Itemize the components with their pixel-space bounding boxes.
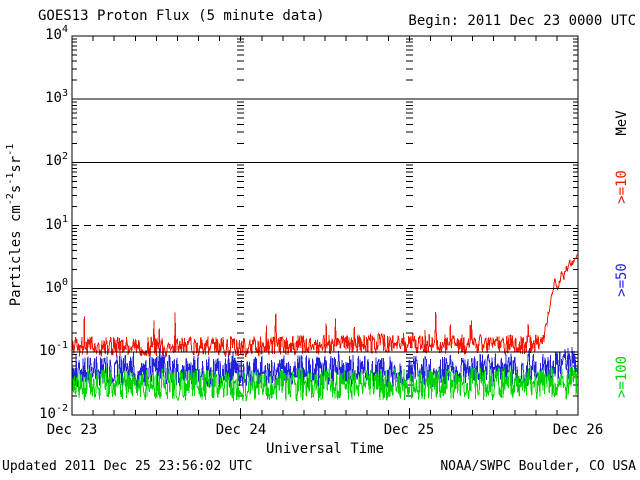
y-tick-label: 10-1 (39, 340, 68, 359)
legend-gte10-mev: >=10 (614, 170, 630, 204)
x-tick-dec23: Dec 23 (46, 422, 98, 438)
x-tick-dec26: Dec 26 (552, 422, 604, 438)
series-line-50-mev (71, 345, 578, 389)
series-line-100-mev (71, 362, 578, 402)
y-axis-label: Particles cm-2s-1sr-1 (5, 143, 24, 307)
hour-ticks (92, 36, 558, 419)
chart-title: GOES13 Proton Flux (5 minute data) (38, 8, 325, 24)
y-tick-label: 104 (45, 24, 68, 43)
y-tick-label: 103 (45, 87, 68, 107)
updated-timestamp: Updated 2011 Dec 25 23:56:02 UTC (2, 459, 253, 474)
legend-gte100-mev: >=100 (614, 355, 630, 399)
x-axis-label: Universal Time (265, 441, 384, 457)
series-lines (71, 254, 578, 402)
begin-timestamp: Begin: 2011 Dec 23 0000 UTC (408, 13, 636, 29)
source-attribution: NOAA/SWPC Boulder, CO USA (440, 459, 636, 474)
x-tick-dec24: Dec 24 (215, 422, 267, 438)
x-tick-dec25: Dec 25 (383, 422, 435, 438)
y-tick-label: 102 (45, 150, 68, 170)
legend-gte50-mev: >=50 (614, 263, 630, 297)
y-tick-label: 10-2 (39, 403, 68, 422)
series-line-10-mev (71, 254, 578, 359)
y-tick-label: 101 (45, 213, 68, 233)
y-tick-label: 100 (45, 277, 68, 296)
